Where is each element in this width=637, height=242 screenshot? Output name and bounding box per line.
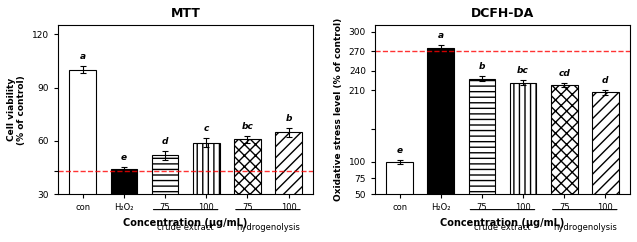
Text: e: e: [396, 146, 403, 155]
Bar: [234, 139, 261, 242]
Bar: [427, 48, 454, 227]
Bar: [592, 92, 619, 227]
Text: hydrogenolysis: hydrogenolysis: [553, 223, 617, 232]
Text: d: d: [162, 137, 168, 146]
Title: DCFH-DA: DCFH-DA: [471, 7, 534, 20]
Bar: [386, 162, 413, 227]
Text: bc: bc: [241, 121, 254, 131]
Bar: [69, 70, 96, 242]
Text: crude extract: crude extract: [474, 223, 531, 232]
Text: cd: cd: [558, 69, 570, 78]
Bar: [551, 85, 578, 227]
Bar: [193, 143, 220, 242]
Y-axis label: Oxidative stress level (% of control): Oxidative stress level (% of control): [334, 18, 343, 201]
Text: a: a: [80, 52, 86, 61]
Text: e: e: [121, 153, 127, 162]
Text: c: c: [204, 124, 209, 133]
Text: d: d: [602, 76, 608, 85]
Title: MTT: MTT: [171, 7, 201, 20]
X-axis label: Concentration (μg/mL): Concentration (μg/mL): [440, 218, 564, 228]
Bar: [275, 132, 302, 242]
Text: b: b: [285, 113, 292, 122]
Text: hydrogenolysis: hydrogenolysis: [236, 223, 300, 232]
Bar: [469, 79, 496, 227]
Bar: [111, 169, 138, 242]
Bar: [510, 83, 536, 227]
Text: b: b: [478, 62, 485, 71]
X-axis label: Concentration (μg/mL): Concentration (μg/mL): [124, 218, 248, 228]
Bar: [152, 155, 178, 242]
Text: crude extract: crude extract: [157, 223, 214, 232]
Text: bc: bc: [517, 66, 529, 75]
Text: a: a: [438, 31, 444, 40]
Y-axis label: Cell viability
(% of control): Cell viability (% of control): [7, 75, 26, 145]
